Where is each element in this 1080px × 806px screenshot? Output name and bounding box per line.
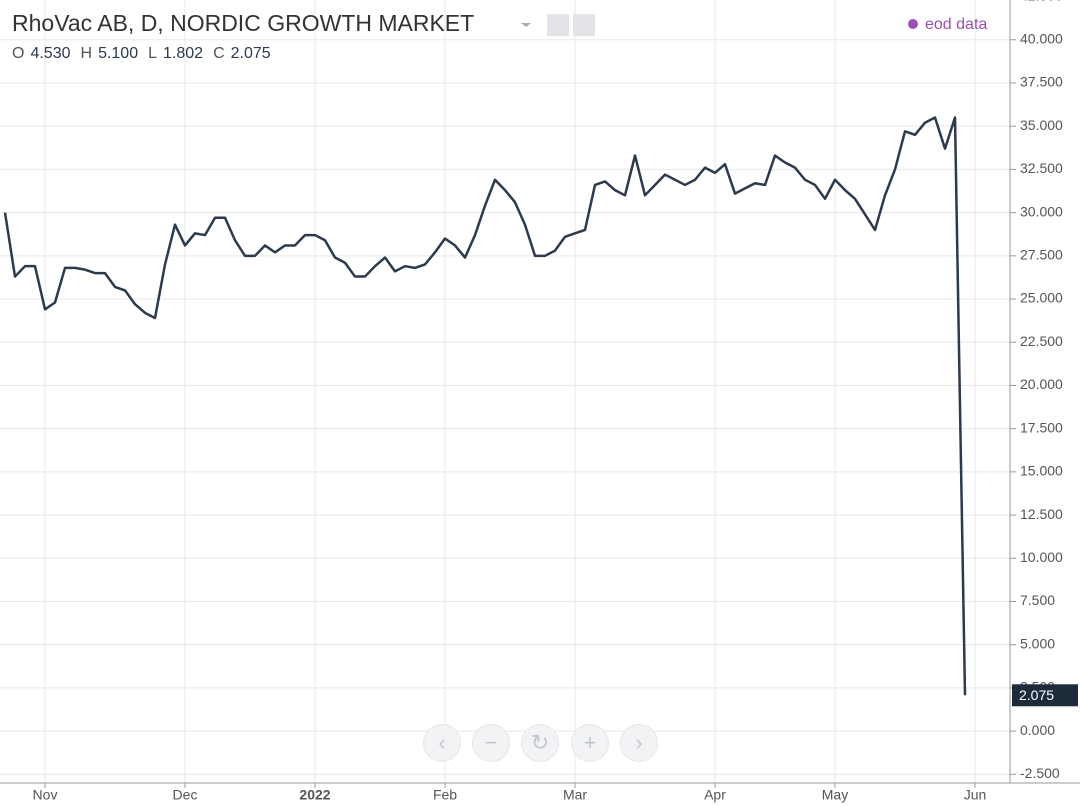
x-tick-label: Apr — [704, 787, 726, 803]
y-tick-label: 7.500 — [1020, 592, 1055, 608]
scroll-right-button[interactable]: › — [620, 724, 658, 762]
ohlc-value: 5.100 — [98, 45, 138, 62]
settings-button[interactable] — [573, 14, 595, 36]
ohlc-value: 2.075 — [231, 45, 271, 62]
y-tick-label: 30.000 — [1020, 203, 1063, 219]
x-tick-label: Dec — [173, 787, 198, 803]
zoom-out-button[interactable]: − — [472, 724, 510, 762]
y-tick-label: 15.000 — [1020, 463, 1063, 479]
x-tick-label: Jun — [964, 787, 987, 803]
x-tick-label: May — [822, 787, 848, 803]
y-tick-label: 27.500 — [1020, 247, 1063, 263]
y-tick-label: 37.500 — [1020, 74, 1063, 90]
y-tick-label: 35.000 — [1020, 117, 1063, 133]
y-tick-label: 42.500 — [1020, 0, 1063, 3]
y-tick-label: 22.500 — [1020, 333, 1063, 349]
dropdown-caret[interactable] — [521, 23, 531, 27]
y-tick-label: -2.500 — [1020, 765, 1060, 781]
zoom-in-button[interactable]: + — [571, 724, 609, 762]
scroll-left-button[interactable]: ‹ — [423, 724, 461, 762]
x-tick-label: Mar — [563, 787, 587, 803]
ohlc-label: O — [12, 45, 24, 62]
y-tick-label: 0.000 — [1020, 722, 1055, 738]
ohlc-label: L — [148, 45, 157, 62]
y-tick-label: 12.500 — [1020, 506, 1063, 522]
visibility-button[interactable] — [547, 14, 569, 36]
y-tick-label: 25.000 — [1020, 290, 1063, 306]
reset-button[interactable]: ↻ — [521, 724, 559, 762]
price-line — [3, 116, 967, 696]
y-tick-label: 10.000 — [1020, 549, 1063, 565]
y-tick-label: 17.500 — [1020, 419, 1063, 435]
x-tick-label: 2022 — [299, 787, 330, 803]
source-dot — [908, 19, 918, 29]
chart-title: RhoVac AB, D, NORDIC GROWTH MARKET — [12, 10, 474, 36]
y-tick-label: 40.000 — [1020, 30, 1063, 46]
x-tick-label: Nov — [33, 787, 58, 803]
x-tick-label: Feb — [433, 787, 457, 803]
y-tick-label: 32.500 — [1020, 160, 1063, 176]
ohlc-value: 4.530 — [30, 45, 70, 62]
y-tick-label: 5.000 — [1020, 635, 1055, 651]
ohlc-label: C — [213, 45, 225, 62]
last-price-label: 2.075 — [1019, 687, 1054, 703]
ohlc-label: H — [81, 45, 93, 62]
last-price-box — [1012, 684, 1078, 707]
y-tick-label: 20.000 — [1020, 376, 1063, 392]
source-label: eod data — [925, 16, 987, 33]
ohlc-value: 1.802 — [163, 45, 203, 62]
